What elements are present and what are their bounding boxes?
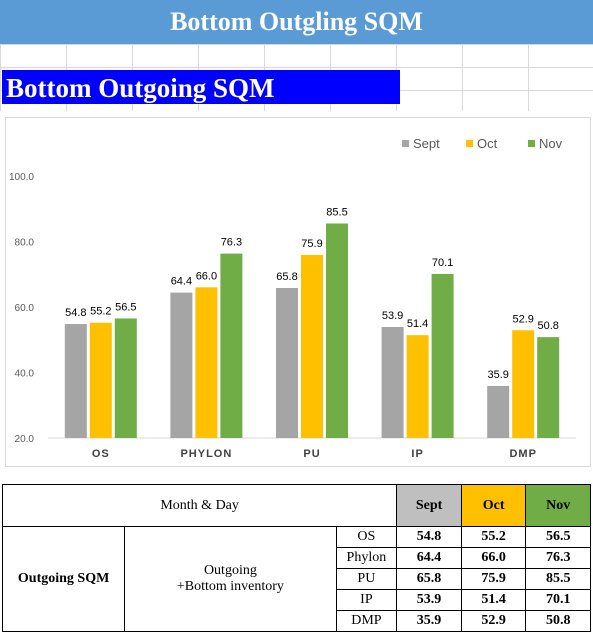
sheet-title: Bottom Outgling SQM xyxy=(0,0,593,45)
row-name: OS xyxy=(335,526,398,548)
y-tick-label: 80.0 xyxy=(15,238,35,249)
data-label: 66.0 xyxy=(196,270,217,282)
header-nov: Nov xyxy=(525,484,591,527)
y-tick-label: 60.0 xyxy=(15,303,35,314)
bar-sept xyxy=(487,385,510,438)
legend-swatch-oct xyxy=(466,140,473,147)
data-label: 53.9 xyxy=(382,310,403,322)
cell-nov: 70.1 xyxy=(525,589,591,611)
bar-oct xyxy=(512,330,535,438)
bar-nov xyxy=(537,337,560,438)
legend-label-sept: Sept xyxy=(413,136,440,151)
cell-oct: 75.9 xyxy=(460,568,527,590)
bar-chart: 20.0 40.0 60.0 80.0 100.0 54.8 55.2 56.5 OS 64.4 6… xyxy=(9,136,576,460)
table-row: PU 65.8 75.9 85.5 xyxy=(3,568,591,590)
data-label: 55.2 xyxy=(90,306,111,318)
cell-nov: 76.3 xyxy=(525,547,591,569)
cell-nov: 56.5 xyxy=(525,526,591,548)
row-name: DMP xyxy=(335,610,398,632)
data-label: 52.9 xyxy=(512,313,533,325)
row-name: Phylon xyxy=(335,547,398,569)
cell-sept: 64.4 xyxy=(396,547,462,569)
x-tick-label: IP xyxy=(411,448,423,460)
bar-oct xyxy=(301,254,323,438)
description-line-1: Outgoing xyxy=(203,563,257,578)
description-cell: Outgoing +Bottom inventory xyxy=(124,526,337,632)
data-label: 50.8 xyxy=(537,320,558,332)
cell-nov: 85.5 xyxy=(525,568,591,590)
bar-nov xyxy=(326,223,348,438)
bar-nov xyxy=(114,318,137,438)
data-label: 65.8 xyxy=(276,271,297,283)
data-label: 54.8 xyxy=(65,307,86,319)
y-tick-label: 20.0 xyxy=(15,434,35,445)
description-line-2: +Bottom inventory xyxy=(176,579,284,594)
data-label: 56.5 xyxy=(115,301,136,313)
cell-oct: 51.4 xyxy=(460,589,527,611)
bar-sept xyxy=(276,288,298,438)
group-label: Outgoing SQM xyxy=(1,526,126,632)
data-label: 70.1 xyxy=(432,257,453,269)
bar-sept xyxy=(381,326,404,438)
legend-swatch-sept xyxy=(402,140,409,147)
data-label: 85.5 xyxy=(326,206,347,218)
chart-area: 20.0 40.0 60.0 80.0 100.0 54.8 55.2 56.5 OS 64.4 6… xyxy=(5,117,591,467)
x-tick-label: OS xyxy=(92,448,110,460)
header-oct: Oct xyxy=(460,484,527,527)
legend-swatch-nov xyxy=(528,140,535,147)
bar-nov xyxy=(220,253,243,438)
cell-sept: 65.8 xyxy=(396,568,462,590)
data-label: 76.3 xyxy=(221,237,242,249)
x-tick-label: DMP xyxy=(509,448,536,460)
x-tick-label: PHYLON xyxy=(180,448,232,460)
data-table: Month & Day Sept Oct Nov Outgoing SQM Ou… xyxy=(1,484,591,632)
bar-nov xyxy=(431,273,454,438)
cell-sept: 35.9 xyxy=(396,610,462,632)
data-label: 64.4 xyxy=(171,276,192,288)
cell-sept: 53.9 xyxy=(396,589,462,611)
cell-nov: 50.8 xyxy=(525,610,591,632)
data-label: 75.9 xyxy=(301,238,322,250)
bar-oct xyxy=(89,322,112,438)
header-sept: Sept xyxy=(396,484,462,527)
cell-sept: 54.8 xyxy=(396,526,462,548)
bar-oct xyxy=(195,287,218,438)
y-tick-label: 40.0 xyxy=(15,369,35,380)
row-name: PU xyxy=(335,568,398,590)
table-header-row: Month & Day Sept Oct Nov xyxy=(1,484,591,527)
data-label: 35.9 xyxy=(487,369,508,381)
bar-oct xyxy=(406,335,429,438)
legend-label-oct: Oct xyxy=(477,136,498,151)
cell-oct: 55.2 xyxy=(460,526,527,548)
bar-sept xyxy=(64,324,87,438)
x-tick-label: PU xyxy=(303,448,320,460)
month-day-header: Month & Day xyxy=(1,484,398,527)
table-row: DMP 35.9 52.9 50.8 xyxy=(3,610,591,632)
cell-oct: 66.0 xyxy=(460,547,527,569)
table-row: Phylon 64.4 66.0 76.3 xyxy=(3,547,591,569)
row-name: IP xyxy=(335,589,398,611)
legend-label-nov: Nov xyxy=(539,136,563,151)
y-tick-label: 100.0 xyxy=(9,172,34,183)
cell-oct: 52.9 xyxy=(460,610,527,632)
data-label: 51.4 xyxy=(407,318,428,330)
section-title: Bottom Outgoing SQM xyxy=(2,70,400,104)
table-row: Outgoing SQM Outgoing +Bottom inventory … xyxy=(1,526,591,632)
bar-sept xyxy=(170,292,193,438)
